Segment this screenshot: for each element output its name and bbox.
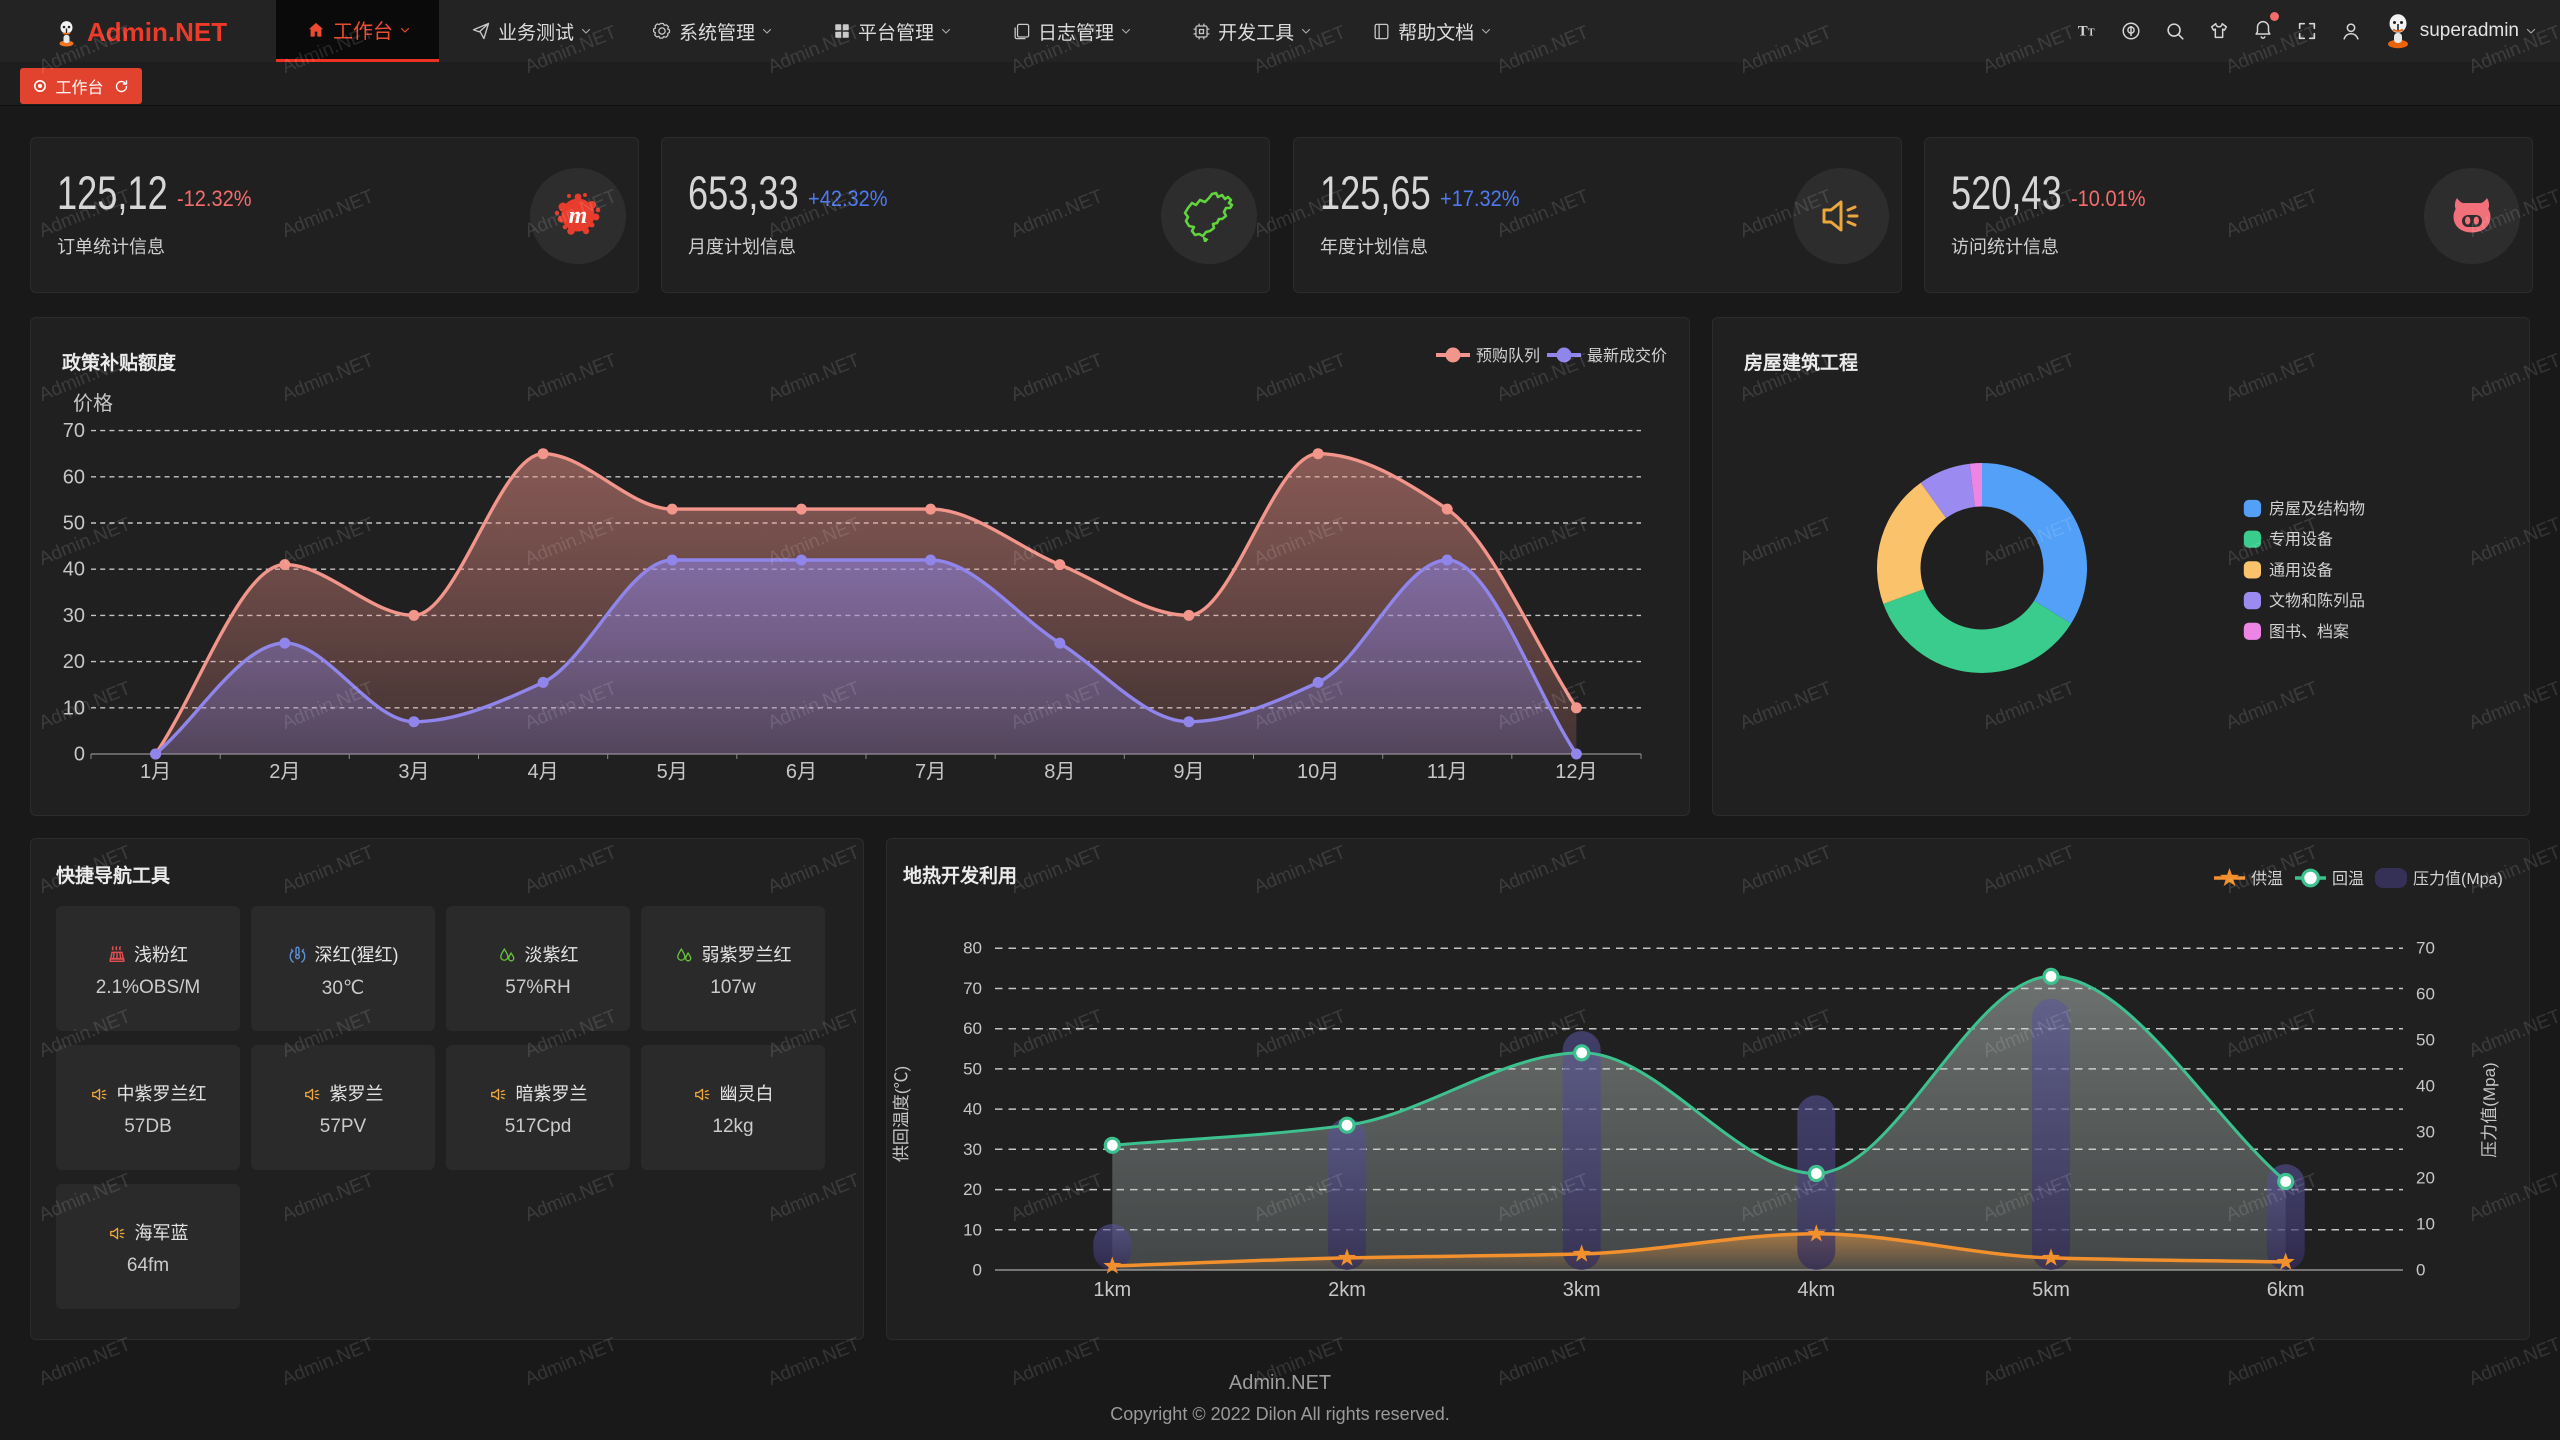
svg-text:3月: 3月 bbox=[398, 761, 429, 783]
svg-text:2月: 2月 bbox=[269, 761, 300, 783]
svg-text:6月: 6月 bbox=[786, 761, 817, 783]
svg-text:专用设备: 专用设备 bbox=[2269, 531, 2333, 549]
svg-text:70: 70 bbox=[963, 979, 982, 998]
svg-text:20: 20 bbox=[963, 1180, 982, 1199]
svg-text:最新成交价: 最新成交价 bbox=[1587, 347, 1667, 365]
svg-text:0: 0 bbox=[74, 744, 85, 766]
svg-text:10月: 10月 bbox=[1297, 761, 1339, 783]
svg-text:30: 30 bbox=[63, 605, 85, 627]
svg-text:通用设备: 通用设备 bbox=[2269, 561, 2333, 579]
svg-text:0: 0 bbox=[973, 1261, 982, 1280]
svg-text:30: 30 bbox=[963, 1140, 982, 1159]
svg-text:压力值(Mpa): 压力值(Mpa) bbox=[2480, 1062, 2499, 1157]
svg-text:房屋及结构物: 房屋及结构物 bbox=[2269, 500, 2365, 518]
svg-text:8月: 8月 bbox=[1044, 761, 1075, 783]
svg-text:6km: 6km bbox=[2267, 1279, 2305, 1301]
svg-text:11月: 11月 bbox=[1427, 761, 1468, 783]
svg-text:60: 60 bbox=[63, 466, 85, 488]
svg-text:1km: 1km bbox=[1093, 1279, 1131, 1301]
svg-text:价格: 价格 bbox=[73, 392, 113, 415]
svg-text:40: 40 bbox=[963, 1100, 982, 1119]
svg-text:供温: 供温 bbox=[2251, 870, 2283, 888]
svg-text:预购队列: 预购队列 bbox=[1476, 347, 1540, 365]
svg-text:50: 50 bbox=[2416, 1031, 2435, 1050]
svg-text:T: T bbox=[2078, 24, 2088, 40]
svg-text:10: 10 bbox=[63, 697, 85, 719]
svg-text:供回温度(℃): 供回温度(℃) bbox=[892, 1066, 911, 1162]
svg-text:2km: 2km bbox=[1328, 1279, 1366, 1301]
svg-text:20: 20 bbox=[2416, 1169, 2435, 1188]
svg-text:10: 10 bbox=[963, 1220, 982, 1239]
svg-text:压力值(Mpa): 压力值(Mpa) bbox=[2413, 870, 2503, 888]
svg-text:m: m bbox=[569, 203, 588, 229]
svg-text:30: 30 bbox=[2416, 1123, 2435, 1142]
svg-text:7月: 7月 bbox=[915, 761, 946, 783]
svg-text:60: 60 bbox=[2416, 985, 2435, 1004]
svg-text:9月: 9月 bbox=[1173, 761, 1204, 783]
svg-text:10: 10 bbox=[2416, 1215, 2435, 1234]
svg-text:5km: 5km bbox=[2032, 1279, 2070, 1301]
svg-text:40: 40 bbox=[63, 559, 85, 581]
svg-text:0: 0 bbox=[2416, 1261, 2425, 1280]
svg-text:40: 40 bbox=[2416, 1077, 2435, 1096]
svg-text:50: 50 bbox=[963, 1059, 982, 1078]
svg-text:60: 60 bbox=[963, 1019, 982, 1038]
svg-text:文物和陈列品: 文物和陈列品 bbox=[2269, 592, 2365, 610]
svg-text:70: 70 bbox=[63, 420, 85, 442]
svg-text:1月: 1月 bbox=[140, 761, 171, 783]
svg-text:4月: 4月 bbox=[528, 761, 559, 783]
svg-text:3km: 3km bbox=[1563, 1279, 1601, 1301]
svg-text:T: T bbox=[2088, 28, 2095, 39]
svg-text:20: 20 bbox=[63, 651, 85, 673]
svg-text:70: 70 bbox=[2416, 939, 2435, 958]
svg-text:图书、档案: 图书、档案 bbox=[2269, 623, 2349, 641]
svg-text:5月: 5月 bbox=[657, 761, 688, 783]
svg-text:80: 80 bbox=[963, 939, 982, 958]
svg-text:12月: 12月 bbox=[1555, 761, 1597, 783]
svg-text:50: 50 bbox=[63, 513, 85, 535]
svg-text:回温: 回温 bbox=[2332, 870, 2364, 888]
svg-text:4km: 4km bbox=[1797, 1279, 1835, 1301]
